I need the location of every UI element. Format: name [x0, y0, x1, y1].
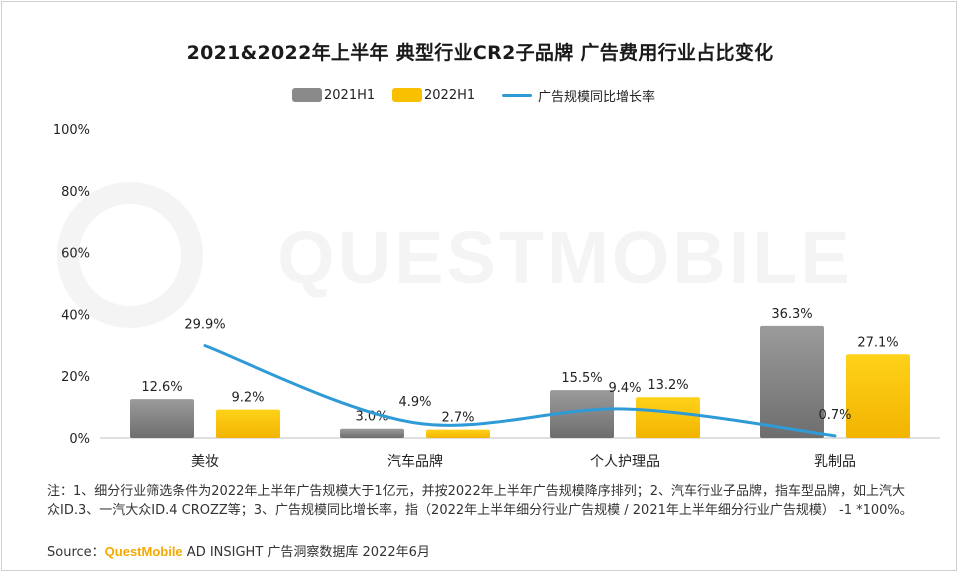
- y-tick-label: 40%: [61, 308, 90, 323]
- x-tick-label: 乳制品: [814, 454, 856, 470]
- bar-value-label: 13.2%: [647, 378, 688, 393]
- bar-2022h1: [636, 397, 700, 438]
- y-tick-label: 60%: [61, 247, 90, 262]
- growth-rate-label: 0.7%: [818, 408, 851, 423]
- legend: 2021H1 2022H1 广告规模同比增长率: [0, 84, 960, 106]
- source-brand: QuestMobile: [104, 544, 183, 559]
- bar-value-label: 12.6%: [141, 380, 182, 395]
- source-rest: AD INSIGHT 广告洞察数据库 2022年6月: [182, 545, 430, 560]
- y-tick-label: 100%: [53, 123, 90, 138]
- bar-2021h1: [130, 399, 194, 438]
- legend-swatch-2022h1: [392, 88, 422, 102]
- footnote: 注：1、细分行业筛选条件为2022年上半年广告规模大于1亿元，并按2022年上半…: [47, 484, 913, 518]
- chart-title: 2021&2022年上半年 典型行业CR2子品牌 广告费用行业占比变化: [186, 42, 774, 64]
- legend-label-growth: 广告规模同比增长率: [538, 89, 656, 105]
- bar-2022h1: [846, 354, 910, 438]
- bar-2022h1: [216, 409, 280, 438]
- bar-2022h1: [426, 429, 490, 438]
- bar-value-label: 36.3%: [771, 307, 812, 322]
- bar-value-label: 3.0%: [355, 410, 388, 425]
- growth-rate-label: 4.9%: [398, 395, 431, 410]
- legend-line-growth: [502, 93, 532, 97]
- source-label: Source：: [47, 545, 105, 560]
- growth-rate-line: [203, 344, 837, 438]
- y-tick-label: 80%: [61, 185, 90, 200]
- legend-item-2021h1: 2021H1: [292, 84, 375, 106]
- y-tick-label: 0%: [69, 432, 90, 447]
- watermark-logo-icon: [57, 182, 203, 328]
- growth-rate-label: 9.4%: [608, 381, 641, 396]
- legend-swatch-2021h1: [292, 88, 322, 102]
- bar-value-label: 15.5%: [561, 371, 602, 386]
- bar-value-label: 27.1%: [857, 335, 898, 350]
- legend-label-2021h1: 2021H1: [324, 87, 376, 103]
- bar-value-label: 2.7%: [441, 411, 474, 426]
- x-tick-label: 汽车品牌: [387, 453, 443, 470]
- bar-2021h1: [760, 325, 824, 438]
- bar-2021h1: [340, 428, 404, 438]
- x-tick-label: 个人护理品: [590, 454, 660, 470]
- legend-label-2022h1: 2022H1: [424, 87, 476, 103]
- x-tick-label: 美妆: [191, 454, 219, 470]
- watermark: QUESTMOBILE: [277, 216, 853, 299]
- y-tick-label: 20%: [61, 370, 90, 385]
- legend-item-growth: 广告规模同比增长率: [502, 84, 655, 106]
- legend-item-2022h1: 2022H1: [392, 84, 475, 106]
- growth-rate-label: 29.9%: [184, 318, 225, 333]
- bar-value-label: 9.2%: [231, 391, 264, 406]
- source-line: Source：QuestMobile AD INSIGHT 广告洞察数据库 20…: [47, 541, 430, 560]
- bar-2021h1: [550, 390, 614, 438]
